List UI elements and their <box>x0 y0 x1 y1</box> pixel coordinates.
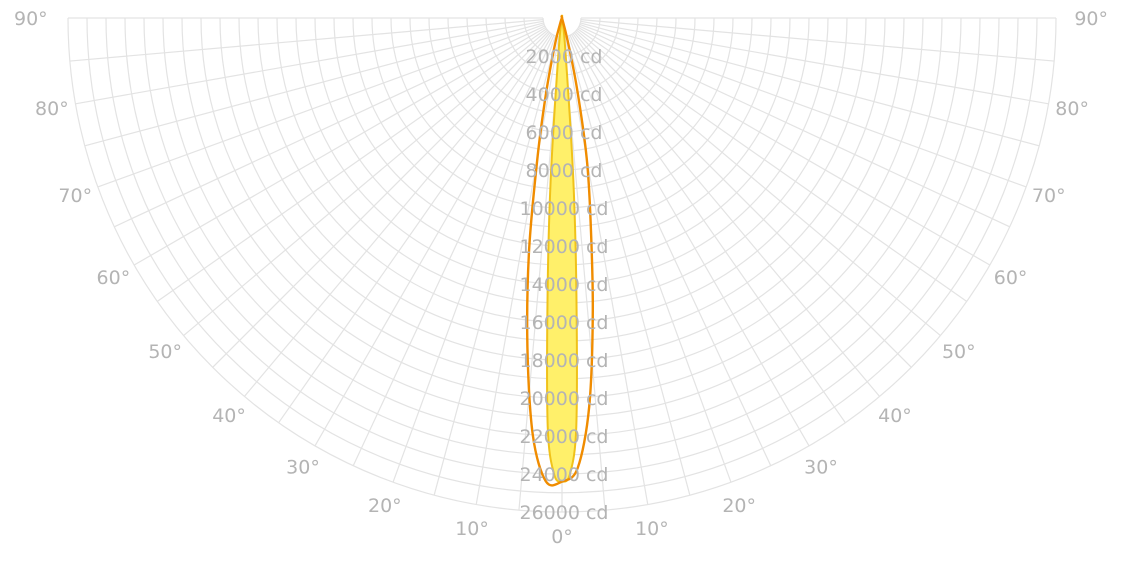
angle-tick-label: 10° <box>635 518 669 540</box>
grid-ray <box>244 32 551 397</box>
angle-tick-label: 60° <box>994 267 1028 289</box>
angle-tick-label: 20° <box>368 495 402 517</box>
angle-tick-label: 80° <box>1055 98 1089 120</box>
grid-ray <box>573 32 880 397</box>
grid-ray <box>84 22 544 147</box>
grid-ray <box>69 19 544 62</box>
grid-ray <box>578 25 1010 228</box>
radial-tick-label: 24000 cd <box>520 464 609 486</box>
radial-tick-label: 8000 cd <box>526 160 603 182</box>
grid-ray <box>75 20 544 105</box>
radial-tick-label: 14000 cd <box>520 274 609 296</box>
angle-tick-label: 70° <box>58 185 92 207</box>
angle-tick-label: 40° <box>212 405 246 427</box>
radial-tick-label: 10000 cd <box>520 198 609 220</box>
grid-ray <box>578 26 991 266</box>
grid-ray <box>114 25 546 228</box>
radial-tick-label: 16000 cd <box>520 312 609 334</box>
grid-ray <box>156 28 547 302</box>
grid-ray <box>570 34 810 447</box>
intensity-curves <box>525 14 595 487</box>
radial-tick-label: 20000 cd <box>520 388 609 410</box>
radial-tick-label: 12000 cd <box>520 236 609 258</box>
radial-tick-label: 22000 cd <box>520 426 609 448</box>
angle-tick-label: 60° <box>97 267 131 289</box>
grid-ray <box>577 28 968 302</box>
grid-ray <box>569 34 772 466</box>
radial-tick-label: 2000 cd <box>526 46 603 68</box>
wide-plane-curve <box>525 15 595 487</box>
grid-ray <box>572 33 846 424</box>
radial-axis-labels: 2000 cd 4000 cd 6000 cd 8000 cd 10000 cd 1200… <box>520 46 609 524</box>
angle-tick-label: 90° <box>1074 8 1108 30</box>
radial-tick-label: 4000 cd <box>526 84 603 106</box>
angle-tick-label: 70° <box>1032 185 1066 207</box>
angle-tick-label: 80° <box>35 98 69 120</box>
radial-tick-label: 26000 cd <box>520 502 609 524</box>
grid-ray <box>579 23 1027 188</box>
radial-tick-label: 6000 cd <box>526 122 603 144</box>
grid-ray <box>575 31 912 368</box>
grid-ray <box>566 36 691 496</box>
grid-ray <box>567 35 732 483</box>
grid-ray <box>278 33 552 424</box>
angle-tick-label: 30° <box>286 457 320 479</box>
angle-tick-label: 90° <box>14 8 48 30</box>
grid-ray <box>314 34 554 447</box>
grid-ray <box>580 22 1040 147</box>
grid-ray <box>212 31 549 368</box>
grid-ray <box>433 36 558 496</box>
grid-ray <box>564 36 649 505</box>
grid-ray <box>97 23 545 188</box>
angle-tick-label: 0° <box>551 526 573 548</box>
grid-ray <box>133 26 546 266</box>
angle-tick-label: 30° <box>804 457 838 479</box>
angle-tick-label: 40° <box>878 405 912 427</box>
grid-ray <box>576 29 941 336</box>
grid-ray <box>475 36 560 505</box>
grid-ray <box>183 29 548 336</box>
grid-ray <box>392 35 557 483</box>
grid-ray <box>580 20 1049 105</box>
radial-tick-label: 18000 cd <box>520 350 609 372</box>
angle-tick-label: 10° <box>455 518 489 540</box>
angle-tick-label: 20° <box>722 495 756 517</box>
grid-ray <box>352 34 555 466</box>
angle-tick-label: 50° <box>148 341 182 363</box>
angle-tick-label: 50° <box>942 341 976 363</box>
grid-ray <box>580 19 1055 62</box>
angle-axis-labels: 0° 10° 10° 20° 20° 30° 30° 40° 40° 50° 50° 60° 60° 70… <box>14 8 1108 548</box>
